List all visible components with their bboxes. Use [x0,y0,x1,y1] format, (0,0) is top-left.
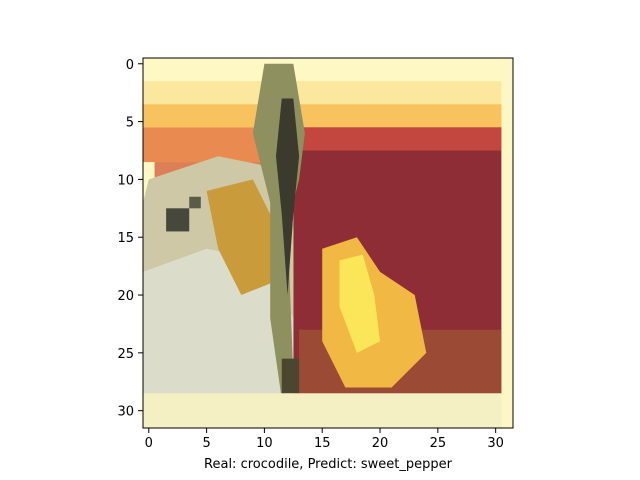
y-tick-label: 20 [117,289,134,304]
x-tick-label: 15 [314,436,331,451]
x-tick-label: 5 [202,436,210,451]
x-tick-label: 0 [145,436,153,451]
x-tick-label: 30 [487,436,504,451]
y-tick-label: 15 [117,231,134,246]
y-tick-label: 5 [126,116,134,131]
y-tick-label: 30 [117,405,134,420]
y-tick-label: 10 [117,173,134,188]
y-tick-label: 0 [126,58,134,73]
axes-frame [142,57,514,429]
x-tick-label: 20 [372,436,389,451]
x-tick-label: 25 [430,436,447,451]
y-tick-label: 25 [117,347,134,362]
x-axis-label: Real: crocodile, Predict: sweet_pepper [204,457,453,472]
image [143,58,513,428]
x-tick-label: 10 [256,436,273,451]
